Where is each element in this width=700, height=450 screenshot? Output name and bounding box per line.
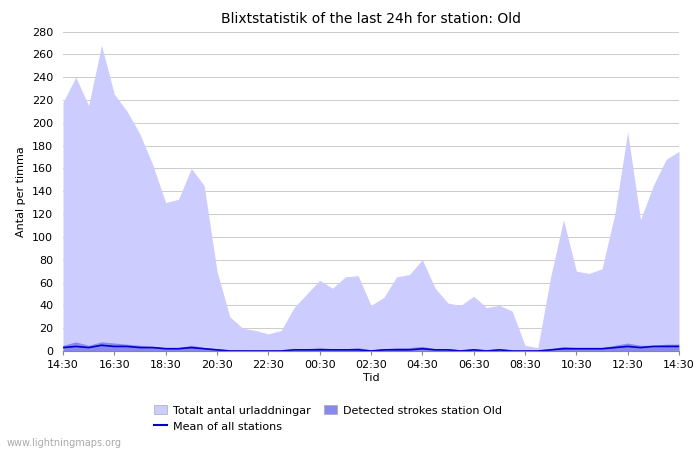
Text: www.lightningmaps.org: www.lightningmaps.org [7, 438, 122, 448]
Y-axis label: Antal per timma: Antal per timma [17, 146, 27, 237]
Title: Blixtstatistik of the last 24h for station: Old: Blixtstatistik of the last 24h for stati… [221, 12, 521, 26]
Legend: Totalt antal urladdningar, Mean of all stations, Detected strokes station Old: Totalt antal urladdningar, Mean of all s… [154, 405, 502, 432]
X-axis label: Tid: Tid [363, 373, 379, 383]
